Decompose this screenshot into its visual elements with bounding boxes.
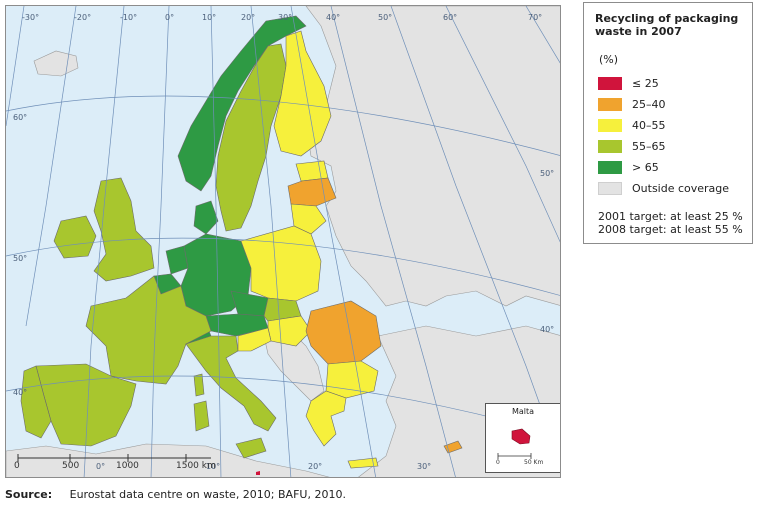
right-label-40: 40° (540, 325, 554, 334)
scale-label-1500: 1500 km (176, 461, 216, 471)
lat-label-60: 60° (13, 113, 27, 122)
country-malta-marker (256, 471, 260, 475)
legend-swatch (598, 181, 622, 195)
legend-label: ≤ 25 (632, 76, 659, 90)
lon-label-0: 0° (165, 13, 174, 22)
legend-swatch (598, 160, 622, 174)
lon-label-minus20: -20° (74, 13, 91, 22)
legend-item-le25: ≤ 25 (598, 76, 659, 90)
legend-title: Recycling of packaging waste in 2007 (595, 12, 739, 38)
bottom-label-30: 30° (417, 462, 431, 471)
legend-label: 25–40 (632, 97, 666, 111)
legend-label: > 65 (632, 160, 659, 174)
scale-label-1000: 1000 (116, 461, 139, 471)
legend-item-gt65: > 65 (598, 160, 659, 174)
bottom-label-10: 10° (206, 462, 220, 471)
source-text: Eurostat data centre on waste, 2010; BAF… (69, 488, 346, 501)
lat-label-50: 50° (13, 254, 27, 263)
country-ireland (53, 215, 97, 259)
lon-label-40: 40° (326, 13, 340, 22)
map-panel: -30° -20° -10° 0° 10° 20° 30° 40° 50° 60… (5, 5, 561, 478)
lon-label-60: 60° (443, 13, 457, 22)
lon-label-10: 10° (202, 13, 216, 22)
inset-title: Malta (511, 407, 535, 416)
country-greece-crete (347, 457, 379, 469)
lon-label-70: 70° (528, 13, 542, 22)
inset-scale-50: 50 Km (524, 459, 543, 466)
malta-inset: Malta 0 50 Km (485, 403, 560, 473)
source-note: Source: Eurostat data centre on waste, 2… (5, 488, 346, 501)
lon-label-50: 50° (378, 13, 392, 22)
country-italy-sardinia (193, 400, 210, 432)
country-slovenia (237, 327, 272, 352)
legend-item-outside-coverage: Outside coverage (598, 181, 729, 195)
graticule-latitudes (6, 95, 560, 436)
inset-map: 0 50 Km (496, 428, 543, 466)
legend-label: Outside coverage (632, 181, 730, 195)
europe-map: -30° -20° -10° 0° 10° 20° 30° 40° 50° 60… (6, 6, 560, 477)
country-lithuania (290, 203, 327, 235)
right-label-50: 50° (540, 169, 554, 178)
graticule-labels: -30° -20° -10° 0° 10° 20° 30° 40° 50° 60… (13, 13, 554, 471)
lon-label-20: 20° (241, 13, 255, 22)
lon-label-minus30: -30° (22, 13, 39, 22)
legend-item-40-55: 40–55 (598, 118, 666, 132)
source-label: Source: (5, 488, 53, 501)
country-france-corsica (193, 373, 205, 397)
lat-label-40: 40° (13, 388, 27, 397)
malta-shape (511, 428, 531, 445)
legend-unit: (%) (599, 53, 619, 66)
land-outside-coverage-iceland (33, 50, 79, 77)
legend-label: 40–55 (632, 118, 666, 132)
scale-bar: 0 500 1000 1500 km (14, 454, 216, 471)
inset-scale-0: 0 (496, 459, 500, 466)
legend-swatch (598, 139, 622, 153)
legend-swatch (598, 118, 622, 132)
land-outside-coverage-africa (6, 443, 330, 477)
legend-swatch (598, 76, 622, 90)
legend-panel: Recycling of packaging waste in 2007 (%)… (583, 2, 753, 244)
legend-label: 55–65 (632, 139, 666, 153)
legend-item-55-65: 55–65 (598, 139, 666, 153)
target-2001-text: 2001 target: at least 25 % (598, 210, 743, 223)
lon-label-minus10: -10° (120, 13, 137, 22)
bottom-label-0: 0° (96, 462, 105, 471)
country-estonia (295, 160, 329, 182)
country-finland (273, 30, 332, 157)
country-italy (185, 335, 277, 432)
target-2008-text: 2008 target: at least 55 % (598, 223, 743, 236)
country-greece (305, 390, 347, 447)
country-italy-sicily (235, 437, 267, 459)
scale-label-500: 500 (62, 461, 79, 471)
scale-label-0: 0 (14, 461, 20, 471)
country-portugal (20, 365, 52, 439)
legend-item-25-40: 25–40 (598, 97, 666, 111)
country-denmark (193, 200, 219, 235)
legend-swatch (598, 97, 622, 111)
country-united-kingdom (93, 177, 155, 282)
lon-label-30: 30° (278, 13, 292, 22)
bottom-label-20: 20° (308, 462, 322, 471)
